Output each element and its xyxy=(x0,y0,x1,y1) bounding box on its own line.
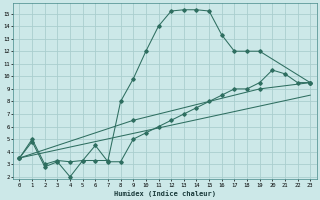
X-axis label: Humidex (Indice chaleur): Humidex (Indice chaleur) xyxy=(114,190,216,197)
